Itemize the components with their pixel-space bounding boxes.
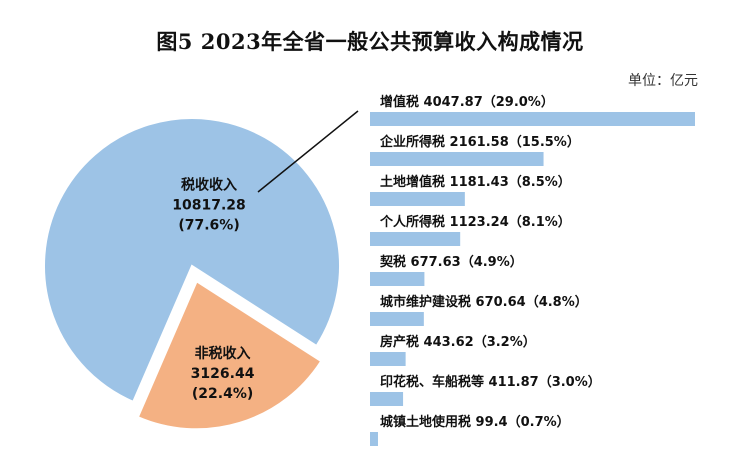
bar [370,152,544,166]
bar-label: 契税 677.63（4.9%） [379,254,523,270]
chart-title: 图5 2023年全省一般公共预算收入构成情况 [156,29,584,54]
bar-label: 房产税 443.62（3.2%） [380,334,536,350]
bar-label: 增值税 4047.87（29.0%） [380,94,554,110]
bar [370,312,424,326]
bar [370,352,406,366]
bar [370,232,461,246]
pie-label-value: 3126.44 [191,366,255,382]
bar-label: 城镇土地使用税 99.4（0.7%） [380,414,570,430]
bar-label: 土地增值税 1181.43（8.5%） [380,174,571,190]
pie-label-percent: (77.6%) [178,218,239,234]
pie-label-percent: (22.4%) [192,386,253,402]
bar [370,192,465,206]
bar [370,272,425,286]
bar-chart: 增值税 4047.87（29.0%） 企业所得税 2161.58（15.5%） 土地… [370,94,695,446]
pie-slice-tax [43,117,341,404]
bar [370,432,378,446]
bar [370,392,404,406]
pie-chart: 税收收入 10817.28 (77.6%) 非税收入 3126.44 (22.4%) [43,117,341,431]
bar [370,112,695,126]
bar-label: 个人所得税 1123.24（8.1%） [379,214,571,230]
unit-label: 单位：亿元 [628,73,698,89]
pie-slice-nontax [136,279,323,431]
bar-label: 企业所得税 2161.58（15.5%） [379,134,580,150]
connector-line [257,110,359,193]
bar-label: 城市维护建设税 670.64（4.8%） [380,294,588,310]
pie-label-category: 非税收入 [195,345,251,362]
bar-label: 印花税、车船税等 411.87（3.0%） [380,374,601,390]
pie-label-category: 税收收入 [181,177,237,194]
pie-label-value: 10817.28 [172,198,246,214]
